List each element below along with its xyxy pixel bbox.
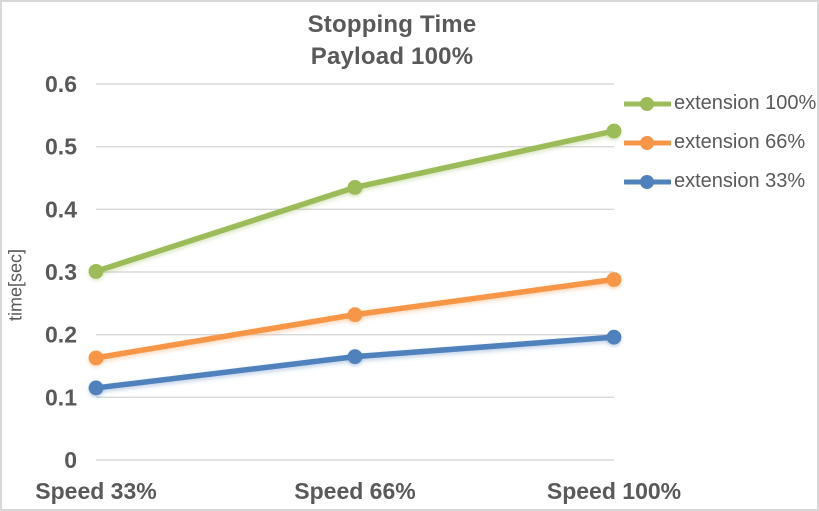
y-tick-label: 0.4 — [45, 196, 77, 222]
data-point-extension-33[interactable] — [606, 329, 622, 345]
x-category-label-speed-33: Speed 33% — [35, 478, 156, 504]
legend-label: extension 66% — [674, 131, 806, 153]
data-point-extension-66[interactable] — [606, 272, 622, 287]
data-point-extension-100[interactable] — [88, 263, 104, 279]
series-line-extension-100[interactable] — [93, 128, 617, 275]
data-point-extension-33[interactable] — [88, 380, 104, 396]
chart-title: Stopping Time — [307, 11, 477, 38]
legend-marker-dot — [640, 135, 654, 150]
legend-item-extension-100[interactable]: extension 100% — [624, 92, 817, 114]
chart-subtitle: Payload 100% — [310, 43, 474, 70]
legend-marker-icon — [624, 96, 671, 111]
legend-marker-icon — [624, 135, 671, 150]
data-point-extension-100[interactable] — [606, 123, 622, 139]
y-tick-label: 0.1 — [45, 384, 77, 410]
data-point-extension-66[interactable] — [88, 350, 104, 366]
chart-title-block: Stopping Time Payload 100% — [2, 9, 782, 73]
x-category-label-speed-66: Speed 66% — [294, 478, 415, 504]
legend-item-extension-66[interactable]: extension 66% — [624, 131, 816, 153]
data-point-extension-33[interactable] — [347, 349, 363, 364]
y-tick-label: 0.6 — [45, 71, 77, 97]
legend-item-extension-33[interactable]: extension 33% — [624, 170, 816, 192]
y-tick-label: 0.2 — [45, 322, 77, 348]
data-point-extension-66[interactable] — [347, 307, 363, 323]
legend-marker-dot — [640, 96, 654, 111]
y-tick-label: 0.3 — [45, 259, 77, 285]
legend-marker-icon — [624, 174, 671, 189]
legend-label: extension 100% — [674, 92, 817, 114]
legend-label: extension 33% — [674, 170, 806, 192]
legend-marker-dot — [640, 174, 654, 189]
data-point-extension-100[interactable] — [347, 180, 363, 195]
y-tick-label: 0.5 — [45, 134, 77, 160]
x-category-label-speed-100: Speed 100% — [547, 478, 681, 504]
legend: extension 100% extension 66% extension 33% — [624, 92, 817, 192]
y-tick-label: 0 — [64, 447, 77, 473]
